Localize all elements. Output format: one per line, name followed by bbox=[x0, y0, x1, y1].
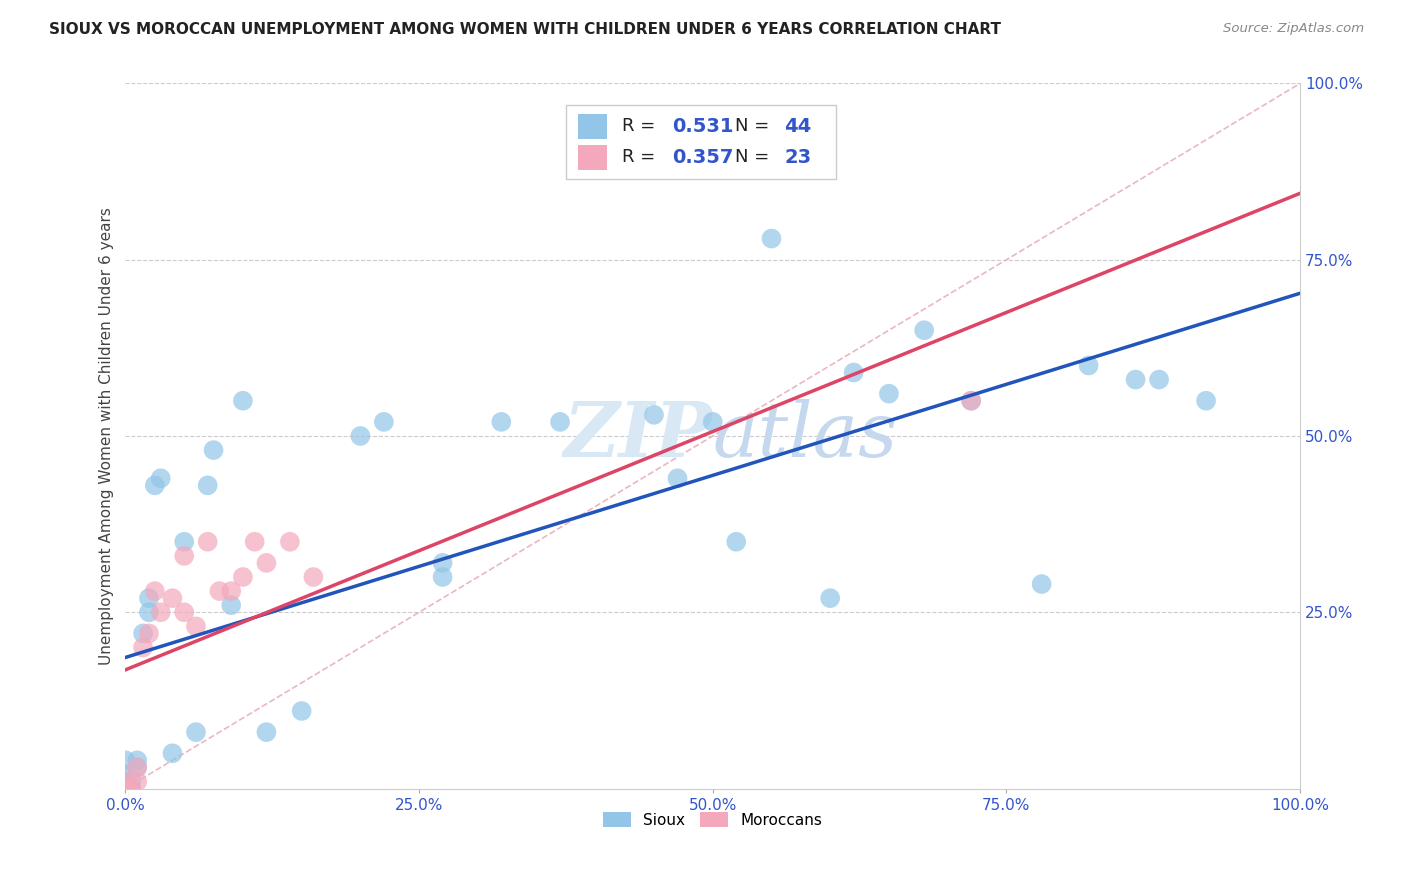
Point bbox=[143, 584, 166, 599]
Point bbox=[243, 534, 266, 549]
Point bbox=[197, 478, 219, 492]
Point bbox=[1031, 577, 1053, 591]
Point bbox=[219, 598, 242, 612]
Point bbox=[120, 774, 142, 789]
Point bbox=[114, 767, 136, 781]
Point bbox=[127, 760, 149, 774]
Point bbox=[432, 570, 454, 584]
Point bbox=[960, 393, 983, 408]
Legend: Sioux, Moroccans: Sioux, Moroccans bbox=[598, 805, 828, 834]
Point bbox=[138, 605, 160, 619]
Point bbox=[877, 386, 900, 401]
Point bbox=[132, 626, 155, 640]
Point bbox=[232, 570, 254, 584]
Point bbox=[702, 415, 724, 429]
Text: N =: N = bbox=[735, 118, 775, 136]
Point bbox=[254, 725, 277, 739]
Point bbox=[162, 591, 184, 606]
Point bbox=[114, 781, 136, 796]
Point bbox=[278, 534, 301, 549]
FancyBboxPatch shape bbox=[567, 104, 837, 178]
Point bbox=[349, 429, 371, 443]
Point bbox=[114, 753, 136, 767]
Point bbox=[912, 323, 935, 337]
Point bbox=[120, 781, 142, 796]
FancyBboxPatch shape bbox=[578, 114, 607, 139]
Point bbox=[208, 584, 231, 599]
Point bbox=[1077, 359, 1099, 373]
Point bbox=[254, 556, 277, 570]
Point bbox=[120, 781, 142, 796]
Point bbox=[143, 478, 166, 492]
Point bbox=[725, 534, 748, 549]
Point bbox=[149, 471, 172, 485]
Point bbox=[202, 443, 225, 458]
Point bbox=[1147, 373, 1170, 387]
Point bbox=[138, 626, 160, 640]
Point bbox=[149, 605, 172, 619]
Point bbox=[184, 725, 207, 739]
Point bbox=[1195, 393, 1218, 408]
Text: N =: N = bbox=[735, 148, 775, 167]
Text: Source: ZipAtlas.com: Source: ZipAtlas.com bbox=[1223, 22, 1364, 36]
Point bbox=[302, 570, 325, 584]
Point bbox=[818, 591, 841, 606]
Text: 23: 23 bbox=[785, 148, 811, 167]
Point bbox=[291, 704, 314, 718]
Text: SIOUX VS MOROCCAN UNEMPLOYMENT AMONG WOMEN WITH CHILDREN UNDER 6 YEARS CORRELATI: SIOUX VS MOROCCAN UNEMPLOYMENT AMONG WOM… bbox=[49, 22, 1001, 37]
Point bbox=[138, 591, 160, 606]
Point bbox=[432, 556, 454, 570]
Y-axis label: Unemployment Among Women with Children Under 6 years: Unemployment Among Women with Children U… bbox=[100, 207, 114, 665]
Point bbox=[666, 471, 689, 485]
Point bbox=[114, 781, 136, 796]
Point bbox=[491, 415, 513, 429]
Point bbox=[127, 753, 149, 767]
Point bbox=[960, 393, 983, 408]
Point bbox=[173, 534, 195, 549]
Point bbox=[643, 408, 665, 422]
Point bbox=[761, 231, 783, 245]
Text: 0.357: 0.357 bbox=[672, 148, 733, 167]
Point bbox=[548, 415, 571, 429]
Text: atlas: atlas bbox=[713, 399, 898, 473]
Point bbox=[842, 366, 865, 380]
Point bbox=[184, 619, 207, 633]
Point bbox=[127, 774, 149, 789]
Point bbox=[373, 415, 395, 429]
Point bbox=[173, 605, 195, 619]
Point bbox=[197, 534, 219, 549]
Point bbox=[114, 781, 136, 796]
Point bbox=[114, 774, 136, 789]
Point bbox=[162, 746, 184, 760]
Text: R =: R = bbox=[623, 148, 661, 167]
Point bbox=[173, 549, 195, 563]
Text: 0.531: 0.531 bbox=[672, 117, 733, 136]
Point bbox=[114, 781, 136, 796]
Point bbox=[114, 774, 136, 789]
Point bbox=[127, 760, 149, 774]
Point bbox=[232, 393, 254, 408]
Text: ZIP: ZIP bbox=[564, 399, 713, 473]
Text: R =: R = bbox=[623, 118, 661, 136]
FancyBboxPatch shape bbox=[578, 145, 607, 170]
Point bbox=[219, 584, 242, 599]
Text: 44: 44 bbox=[785, 117, 811, 136]
Point bbox=[132, 640, 155, 655]
Point bbox=[1125, 373, 1147, 387]
